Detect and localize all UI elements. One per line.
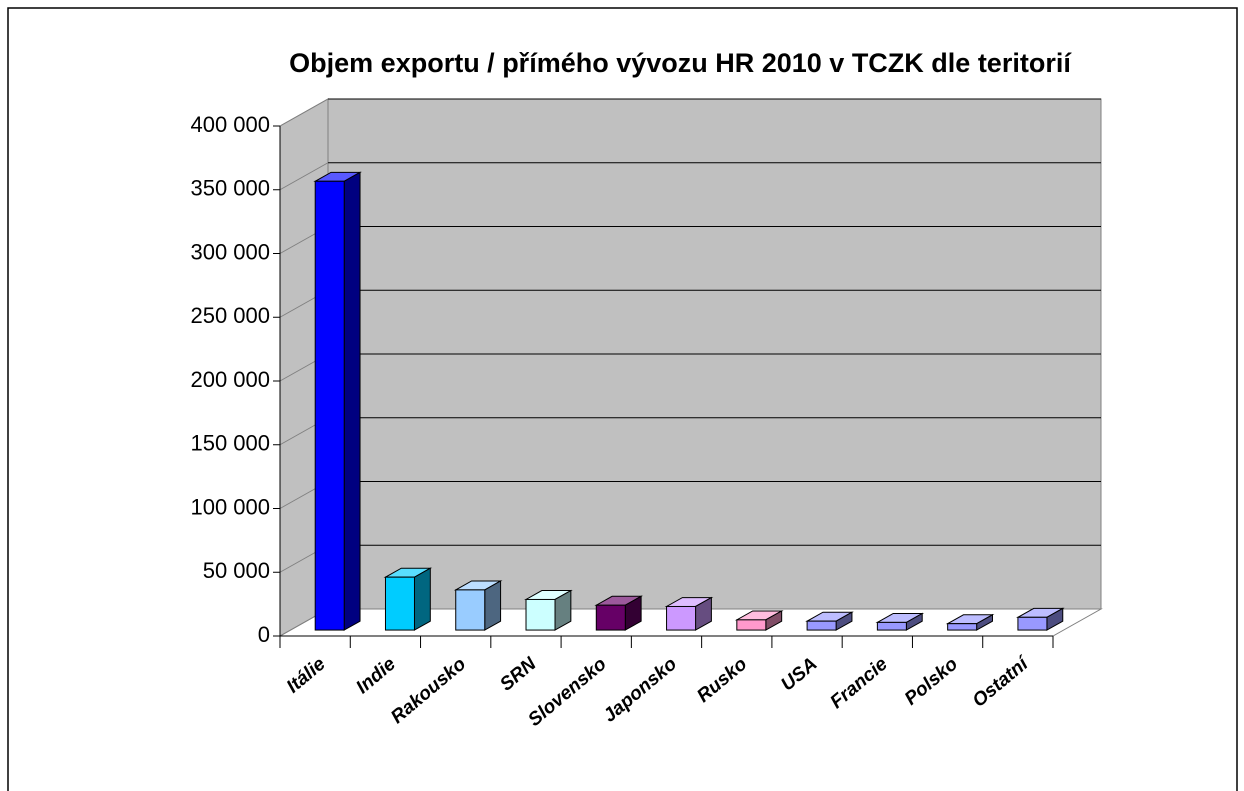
y-tick-label: 250 000 bbox=[190, 303, 270, 328]
bar bbox=[384, 576, 415, 631]
chart-title: Objem exportu / přímého vývozu HR 2010 v… bbox=[289, 48, 1072, 78]
bar bbox=[1017, 616, 1048, 631]
bar bbox=[314, 180, 345, 631]
side-grid-line bbox=[279, 98, 329, 127]
y-tick-label: 400 000 bbox=[190, 112, 270, 137]
x-tick-label: SRN bbox=[496, 653, 541, 696]
x-tick-label: Itálie bbox=[283, 653, 330, 697]
y-tick-label: 300 000 bbox=[190, 239, 270, 264]
x-tick-label: Polsko bbox=[901, 654, 962, 710]
x-tick-label: Francie bbox=[826, 653, 892, 713]
y-tick-label: 350 000 bbox=[190, 176, 270, 201]
side-grid-line bbox=[279, 162, 329, 191]
bar-side bbox=[484, 580, 502, 631]
bar bbox=[595, 604, 626, 631]
bar bbox=[666, 605, 697, 631]
chart-border bbox=[7, 7, 1238, 791]
bar-side bbox=[413, 567, 431, 631]
bar bbox=[455, 589, 486, 631]
x-tick-label: Japonsko bbox=[599, 654, 680, 727]
x-tick-label: Indie bbox=[352, 653, 400, 698]
y-tick-label: 100 000 bbox=[190, 494, 270, 519]
bar bbox=[947, 623, 978, 631]
x-tick-label: Ostatní bbox=[969, 652, 1035, 712]
x-tick-label: Slovensko bbox=[524, 654, 610, 731]
x-tick-label: Rusko bbox=[693, 654, 751, 707]
y-tick-label: 150 000 bbox=[190, 431, 270, 456]
bar bbox=[525, 598, 556, 631]
bar-side bbox=[343, 171, 361, 631]
y-tick-label: 200 000 bbox=[190, 367, 270, 392]
y-tick-label: 50 000 bbox=[203, 558, 270, 583]
bar bbox=[876, 621, 907, 631]
bar bbox=[736, 619, 767, 631]
y-tick-label: 0 bbox=[258, 622, 270, 647]
x-tick-label: Rakousko bbox=[387, 654, 470, 728]
bar bbox=[806, 620, 837, 631]
x-tick-label: USA bbox=[777, 654, 821, 696]
